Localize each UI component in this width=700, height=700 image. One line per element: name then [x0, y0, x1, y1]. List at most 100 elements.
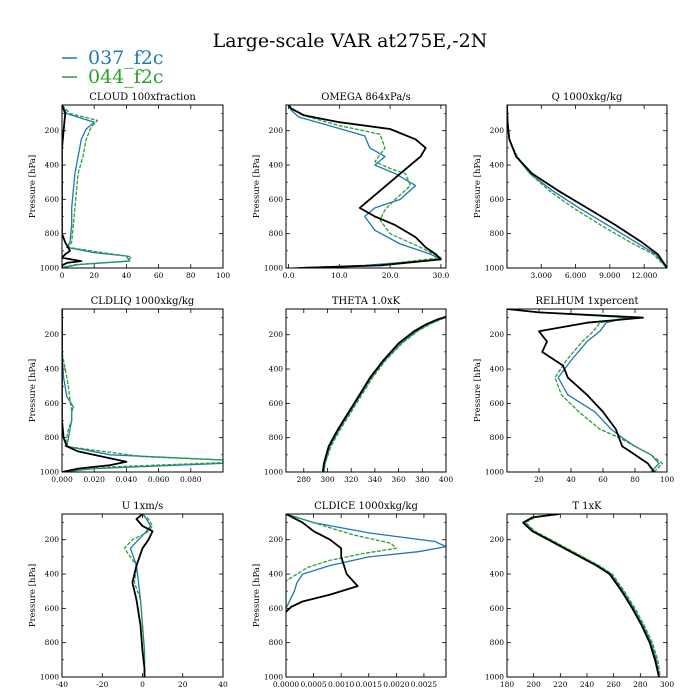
y-tick-label: 800: [269, 229, 284, 238]
series-line-s2: [525, 514, 661, 677]
x-tick-label: 360: [391, 475, 406, 484]
series-group: [321, 315, 446, 472]
x-tick-label: 200: [527, 680, 542, 689]
y-tick-label: 400: [269, 570, 284, 579]
series-group: [62, 105, 132, 268]
y-tick-label: 600: [490, 399, 505, 408]
y-tick-label: 800: [490, 638, 505, 647]
x-tick-label: 40: [566, 475, 576, 484]
y-tick-label: 1000: [40, 468, 59, 477]
series-line-s1: [287, 105, 442, 268]
x-tick-label: 80: [186, 271, 196, 280]
panel: CLDLIQ 1000xkg/kg Pressure [hPa] 200 400 600…: [28, 296, 224, 484]
y-tick-label: 200: [45, 126, 60, 135]
y-tick-label: 400: [490, 570, 505, 579]
series-line-s2: [62, 309, 223, 472]
x-tick-label: 0.0: [283, 271, 295, 280]
y-tick-label: 400: [269, 365, 284, 374]
series-line-s2: [286, 514, 397, 609]
y-axis-label: Pressure [hPa]: [473, 155, 483, 218]
series-line-s1: [62, 105, 131, 268]
plot-frame: [61, 308, 224, 473]
y-tick-label: 1000: [264, 468, 283, 477]
series-line-s1: [286, 514, 446, 609]
y-tick-label: 1000: [485, 468, 504, 477]
panel: CLDICE 1000xkg/kg Pressure [hPa] 200 400 600…: [252, 501, 447, 689]
series-line-s2: [62, 105, 132, 268]
plot-frame: [506, 104, 668, 269]
x-tick-label: 260: [607, 680, 622, 689]
series-line-obs: [286, 514, 359, 613]
y-tick-label: 600: [45, 604, 60, 613]
x-tick-label: 12.000: [631, 271, 657, 280]
y-tick-label: 1000: [485, 264, 504, 273]
y-tick-label: 1000: [40, 264, 59, 273]
series-line-s1: [129, 514, 152, 677]
series-line-obs: [507, 309, 655, 472]
y-tick-label: 400: [45, 365, 60, 374]
x-tick-label: 0.0000: [273, 680, 299, 689]
series-group: [507, 105, 667, 268]
y-axis-label: Pressure [hPa]: [28, 564, 38, 627]
figure-title: Large-scale VAR at275E,-2N: [213, 30, 488, 52]
y-axis-label: Pressure [hPa]: [473, 359, 483, 422]
x-tick-label: 100: [216, 271, 231, 280]
x-tick-label: 0.060: [148, 475, 170, 484]
x-tick-label: 300: [320, 475, 335, 484]
y-tick-label: 800: [490, 229, 505, 238]
y-tick-label: 1000: [485, 673, 504, 682]
y-tick-label: 600: [269, 604, 284, 613]
x-tick-label: 40: [122, 271, 132, 280]
y-tick-label: 800: [45, 229, 60, 238]
x-tick-label: 20: [89, 271, 99, 280]
series-line-obs: [62, 105, 83, 268]
y-axis-label: Pressure [hPa]: [28, 359, 38, 422]
series-line-s2: [323, 316, 446, 472]
plot-frame: [506, 513, 668, 678]
legend-label: 037_f2c: [88, 47, 164, 69]
x-tick-label: 380: [415, 475, 430, 484]
y-tick-label: 600: [490, 604, 505, 613]
panel-title: CLDICE 1000xkg/kg: [314, 501, 418, 512]
x-tick-label: 0.000: [51, 475, 73, 484]
y-tick-label: 200: [269, 330, 284, 339]
panel: OMEGA 864xPa/s Pressure [hPa] 200 400 600 800…: [252, 92, 449, 280]
x-tick-label: -20: [96, 680, 108, 689]
panel-title: THETA 1.0xK: [332, 296, 401, 307]
y-tick-label: 800: [490, 433, 505, 442]
panel-title: OMEGA 864xPa/s: [321, 92, 411, 103]
x-tick-label: 220: [553, 680, 568, 689]
x-tick-label: 10.0: [331, 271, 348, 280]
x-tick-label: 60: [154, 271, 164, 280]
x-tick-label: 320: [344, 475, 359, 484]
y-tick-label: 1000: [264, 264, 283, 273]
y-tick-label: 200: [45, 535, 60, 544]
series-group: [123, 514, 154, 677]
panel: RELHUM 1xpercent Pressure [hPa] 200 400 600 8…: [473, 296, 674, 484]
y-tick-label: 800: [269, 433, 284, 442]
x-tick-label: 0.0005: [300, 680, 326, 689]
series-line-s2: [507, 309, 663, 472]
plot-frame: [285, 513, 447, 678]
x-tick-label: 60: [598, 475, 608, 484]
y-tick-label: 600: [269, 399, 284, 408]
x-tick-label: 240: [580, 680, 595, 689]
panel-title: CLOUD 100xfraction: [89, 92, 196, 103]
x-tick-label: 80: [630, 475, 640, 484]
x-tick-label: 280: [633, 680, 648, 689]
x-tick-label: 0: [60, 271, 65, 280]
y-tick-label: 600: [269, 195, 284, 204]
y-tick-label: 200: [269, 126, 284, 135]
y-tick-label: 200: [269, 535, 284, 544]
x-tick-label: 6.000: [565, 271, 587, 280]
x-tick-label: 100: [660, 475, 675, 484]
x-tick-label: 0.080: [180, 475, 202, 484]
series-group: [522, 514, 661, 677]
x-tick-label: 3.000: [531, 271, 553, 280]
y-axis-label: Pressure [hPa]: [252, 155, 262, 218]
x-tick-label: 0.0015: [356, 680, 382, 689]
series-group: [286, 514, 446, 613]
